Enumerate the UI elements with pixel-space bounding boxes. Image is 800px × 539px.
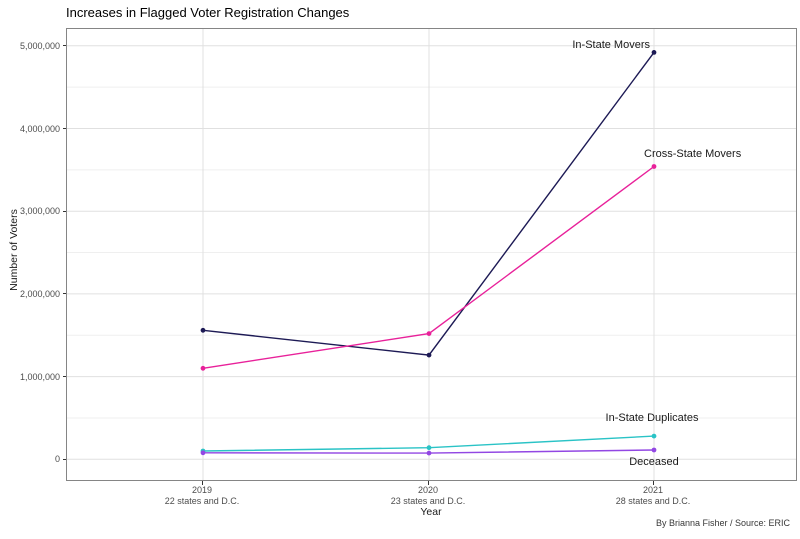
x-tick-label-2021: 2021 28 states and D.C. — [616, 485, 691, 506]
data-point-in-state-duplicates-2021 — [651, 433, 657, 439]
series-label-in-state-movers: In-State Movers — [572, 39, 650, 52]
plot-panel — [66, 28, 797, 481]
y-tick-label: 0 — [54, 454, 60, 465]
x-tick-mark — [652, 481, 654, 485]
data-point-in-state-duplicates-2020 — [426, 445, 432, 451]
x-tick-states: 23 states and D.C. — [390, 495, 466, 506]
y-tick-mark — [62, 376, 66, 378]
x-tick-label-2020: 2020 23 states and D.C. — [391, 485, 466, 506]
x-tick-year: 2021 — [642, 485, 664, 495]
y-tick-label: 4,000,000 — [19, 123, 60, 134]
x-tick-year: 2019 — [191, 485, 213, 495]
data-point-cross-state-movers-2020 — [426, 331, 432, 336]
series-label-in-state-duplicates: In-State Duplicates — [605, 412, 699, 425]
y-tick-mark — [62, 128, 66, 129]
data-point-in-state-movers-2019 — [200, 327, 206, 333]
x-tick-mark — [427, 481, 429, 485]
data-point-in-state-movers-2021 — [651, 50, 657, 55]
plot-area — [67, 29, 796, 480]
data-point-deceased-2019 — [200, 450, 206, 456]
data-point-cross-state-movers-2019 — [200, 365, 206, 371]
x-tick-states: 22 states and D.C. — [164, 495, 240, 506]
x-axis-title: Year — [420, 506, 442, 518]
series-label-deceased: Deceased — [629, 456, 679, 469]
data-point-in-state-movers-2020 — [426, 352, 432, 358]
x-tick-mark — [201, 481, 203, 485]
y-tick-mark — [62, 45, 66, 47]
y-tick-mark — [62, 210, 66, 212]
data-point-deceased-2020 — [426, 450, 432, 456]
x-tick-year: 2020 — [417, 485, 439, 495]
y-tick-mark — [62, 458, 66, 460]
y-tick-label: 5,000,000 — [19, 40, 60, 51]
chart-title: Increases in Flagged Voter Registration … — [66, 5, 350, 20]
y-tick-mark — [62, 293, 66, 295]
chart-caption: By Brianna Fisher / Source: ERIC — [655, 518, 790, 528]
series-label-cross-state-movers: Cross-State Movers — [644, 147, 742, 160]
x-tick-label-2019: 2019 22 states and D.C. — [165, 485, 240, 506]
y-tick-label: 2,000,000 — [19, 288, 60, 299]
data-point-deceased-2021 — [651, 447, 657, 453]
y-tick-label: 1,000,000 — [19, 371, 60, 382]
y-tick-label: 3,000,000 — [19, 206, 60, 217]
data-point-cross-state-movers-2021 — [651, 164, 657, 169]
y-axis-title: Number of Voters — [8, 209, 20, 291]
x-tick-states: 28 states and D.C. — [615, 495, 691, 506]
